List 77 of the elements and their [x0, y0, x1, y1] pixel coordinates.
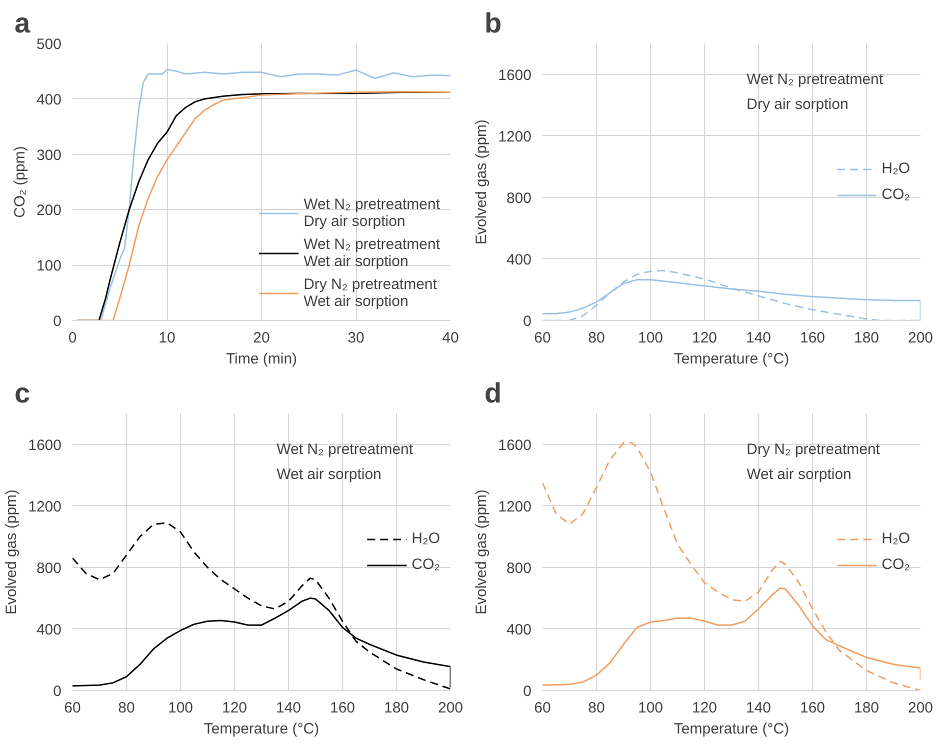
- y-tick-label: 800: [506, 560, 532, 577]
- y-tick-label: 0: [53, 683, 62, 700]
- y-tick-label: 0: [53, 313, 62, 330]
- x-tick-label: 100: [638, 330, 664, 346]
- legend-label: CO₂: [882, 556, 910, 573]
- legend-label: CO₂: [412, 556, 440, 573]
- x-axis-title: Temperature (°C): [674, 720, 790, 738]
- y-tick-label: 800: [506, 190, 532, 207]
- x-tick-label: 30: [348, 330, 364, 346]
- annotation: Dry N₂ pretreatment: [746, 440, 881, 458]
- y-axis-title: Evolved gas (ppm): [473, 119, 490, 245]
- chart-title: d: [484, 378, 502, 408]
- chart-title: a: [14, 8, 30, 38]
- y-tick-label: 1200: [28, 498, 62, 516]
- x-tick-label: 60: [64, 700, 81, 716]
- y-tick-label: 100: [36, 258, 62, 275]
- y-tick-label: 0: [523, 313, 532, 330]
- x-tick-label: 60: [534, 330, 551, 346]
- y-tick-label: 1600: [28, 436, 62, 454]
- x-tick-label: 200: [908, 330, 934, 346]
- x-tick-label: 100: [638, 700, 664, 716]
- x-axis-title: Temperature (°C): [674, 350, 790, 368]
- legend-label: Wet N₂ pretreatment Dry air sorption: [304, 196, 440, 230]
- x-tick-label: 120: [692, 330, 718, 346]
- x-tick-label: 120: [222, 700, 248, 716]
- legend-label: Dry N₂ pretreatment Wet air sorption: [304, 276, 437, 310]
- annotation: Wet air sorption: [276, 466, 382, 483]
- y-tick-label: 400: [36, 91, 62, 108]
- annotation: Wet N₂ pretreatment: [276, 440, 414, 458]
- x-tick-label: 140: [746, 700, 772, 716]
- annotation: Wet air sorption: [746, 466, 852, 483]
- x-tick-label: 80: [588, 330, 605, 346]
- x-tick-label: 180: [854, 700, 880, 716]
- x-tick-label: 160: [330, 700, 356, 716]
- legend-label: CO₂: [882, 186, 910, 203]
- x-tick-label: 0: [68, 330, 77, 346]
- legend-label: H₂O: [882, 530, 910, 547]
- x-tick-label: 120: [692, 700, 718, 716]
- x-tick-label: 140: [746, 330, 772, 346]
- y-tick-label: 400: [36, 621, 62, 638]
- y-tick-label: 400: [506, 621, 532, 638]
- x-tick-label: 200: [908, 700, 934, 716]
- y-axis-title: CO₂ (ppm): [11, 146, 28, 218]
- y-tick-label: 1200: [498, 498, 532, 516]
- y-tick-label: 1600: [498, 66, 532, 84]
- legend-label: H₂O: [882, 160, 910, 177]
- y-axis-title: Evolved gas (ppm): [473, 489, 490, 615]
- y-tick-label: 1600: [498, 436, 532, 454]
- annotation: Wet N₂ pretreatment: [746, 70, 884, 88]
- y-tick-label: 1200: [498, 128, 532, 146]
- x-tick-label: 160: [800, 330, 826, 346]
- x-tick-label: 140: [276, 700, 302, 716]
- x-tick-label: 80: [588, 700, 605, 716]
- y-tick-label: 300: [36, 146, 62, 164]
- x-tick-label: 180: [854, 330, 880, 346]
- y-axis-title: Evolved gas (ppm): [3, 489, 20, 615]
- y-tick-label: 800: [36, 560, 62, 577]
- legend-label: H₂O: [412, 530, 440, 547]
- x-tick-label: 200: [438, 700, 464, 716]
- x-tick-label: 60: [534, 700, 551, 716]
- y-tick-label: 400: [506, 251, 532, 268]
- x-tick-label: 20: [253, 330, 270, 346]
- y-tick-label: 0: [523, 683, 532, 700]
- x-tick-label: 100: [168, 700, 194, 716]
- y-tick-label: 500: [36, 36, 62, 53]
- chart-title: c: [14, 378, 30, 408]
- x-axis-title: Time (min): [226, 350, 298, 368]
- x-tick-label: 160: [800, 700, 826, 716]
- x-axis-title: Temperature (°C): [204, 720, 320, 738]
- x-tick-label: 10: [158, 330, 176, 346]
- chart-title: b: [484, 8, 502, 38]
- x-tick-label: 180: [384, 700, 410, 716]
- legend-label: Wet N₂ pretreatment Wet air sorption: [304, 236, 440, 270]
- x-tick-label: 40: [442, 330, 459, 346]
- y-tick-label: 200: [36, 202, 62, 220]
- x-tick-label: 80: [118, 700, 135, 716]
- annotation: Dry air sorption: [746, 96, 848, 113]
